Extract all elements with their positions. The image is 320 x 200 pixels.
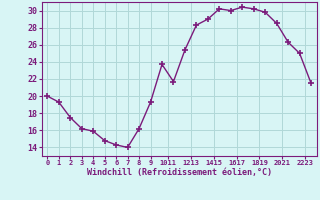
X-axis label: Windchill (Refroidissement éolien,°C): Windchill (Refroidissement éolien,°C) xyxy=(87,168,272,177)
